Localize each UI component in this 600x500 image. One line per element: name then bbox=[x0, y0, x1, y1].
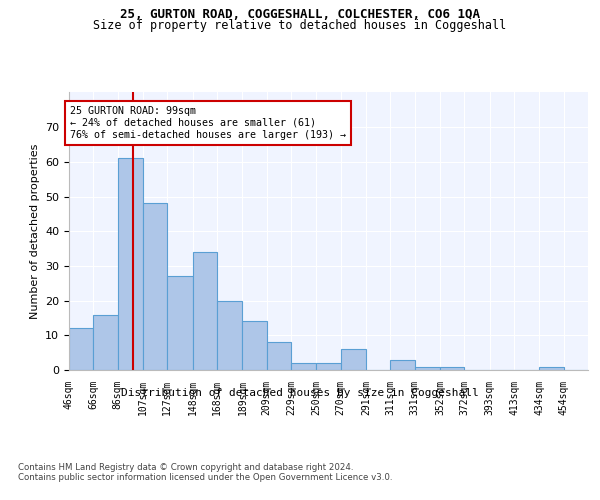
Bar bbox=[93, 314, 118, 370]
Bar bbox=[440, 366, 464, 370]
Bar bbox=[167, 276, 193, 370]
Bar bbox=[391, 360, 415, 370]
Bar bbox=[69, 328, 93, 370]
Text: Distribution of detached houses by size in Coggeshall: Distribution of detached houses by size … bbox=[121, 388, 479, 398]
Text: 25 GURTON ROAD: 99sqm
← 24% of detached houses are smaller (61)
76% of semi-deta: 25 GURTON ROAD: 99sqm ← 24% of detached … bbox=[70, 106, 346, 140]
Text: Contains public sector information licensed under the Open Government Licence v3: Contains public sector information licen… bbox=[18, 472, 392, 482]
Bar bbox=[217, 300, 242, 370]
Bar bbox=[143, 204, 167, 370]
Text: Contains HM Land Registry data © Crown copyright and database right 2024.: Contains HM Land Registry data © Crown c… bbox=[18, 462, 353, 471]
Bar bbox=[316, 363, 341, 370]
Bar bbox=[193, 252, 217, 370]
Bar bbox=[266, 342, 291, 370]
Y-axis label: Number of detached properties: Number of detached properties bbox=[29, 144, 40, 319]
Bar bbox=[539, 366, 564, 370]
Bar bbox=[118, 158, 143, 370]
Text: 25, GURTON ROAD, COGGESHALL, COLCHESTER, CO6 1QA: 25, GURTON ROAD, COGGESHALL, COLCHESTER,… bbox=[120, 8, 480, 20]
Bar bbox=[415, 366, 440, 370]
Bar bbox=[341, 349, 366, 370]
Bar bbox=[291, 363, 316, 370]
Bar bbox=[242, 322, 266, 370]
Text: Size of property relative to detached houses in Coggeshall: Size of property relative to detached ho… bbox=[94, 19, 506, 32]
